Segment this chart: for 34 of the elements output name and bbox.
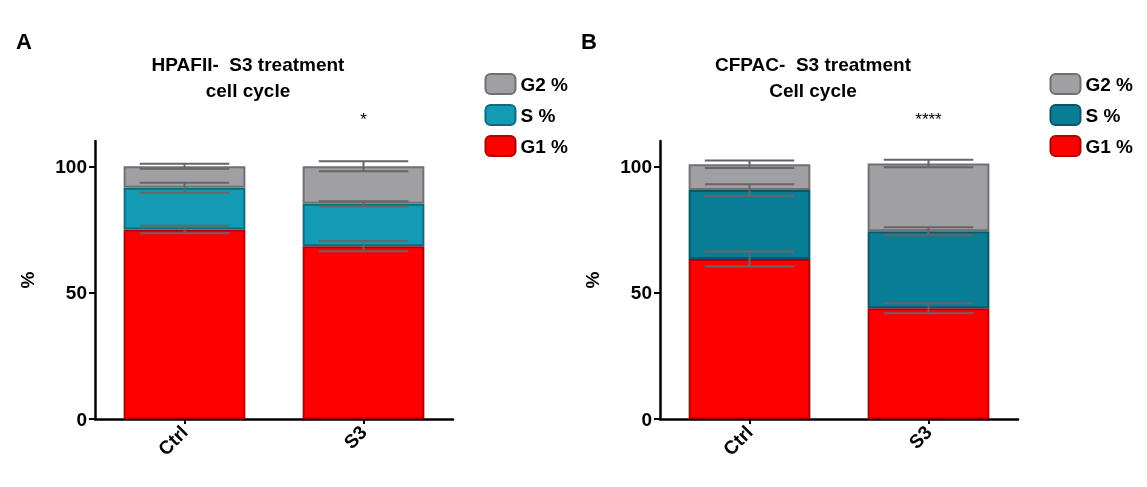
chart-title: CFPAC- S3 treatment Cell cycle [714, 53, 912, 101]
legend-label: G1 % [520, 135, 569, 157]
bar [867, 163, 990, 232]
bar [302, 203, 425, 247]
x-tick-label: S3 [904, 421, 936, 453]
y-axis-title: % [582, 271, 603, 289]
bar [688, 259, 811, 419]
y-tick-label: 100 [620, 155, 652, 177]
legend-label: G1 % [1085, 135, 1134, 157]
y-tick-label: 100 [55, 155, 87, 177]
y-tick-label: 50 [65, 282, 87, 304]
bar [123, 187, 246, 230]
y-tick-label: 0 [76, 408, 87, 430]
legend-label: S % [1085, 104, 1121, 126]
bar [123, 229, 246, 419]
chart-title: HPAFII- S3 treatment cell cycle [151, 53, 346, 101]
y-tick-label: 0 [641, 408, 652, 430]
bar [302, 166, 425, 204]
legend-label: G2 % [520, 73, 569, 95]
y-axis-title: % [17, 271, 38, 289]
x-tick-label: S3 [339, 421, 371, 453]
text: **** [915, 110, 943, 129]
bar [867, 308, 990, 419]
bar [688, 190, 811, 260]
x-tick-label: Ctrl [718, 421, 757, 460]
y-tick-label: 50 [630, 282, 652, 304]
legend-label: S % [520, 104, 556, 126]
bar [867, 231, 990, 309]
text: * [360, 110, 368, 129]
text: A [16, 28, 32, 54]
bar [302, 246, 425, 419]
text: B [581, 28, 597, 54]
legend-label: G2 % [1085, 73, 1134, 95]
x-tick-label: Ctrl [153, 421, 192, 460]
